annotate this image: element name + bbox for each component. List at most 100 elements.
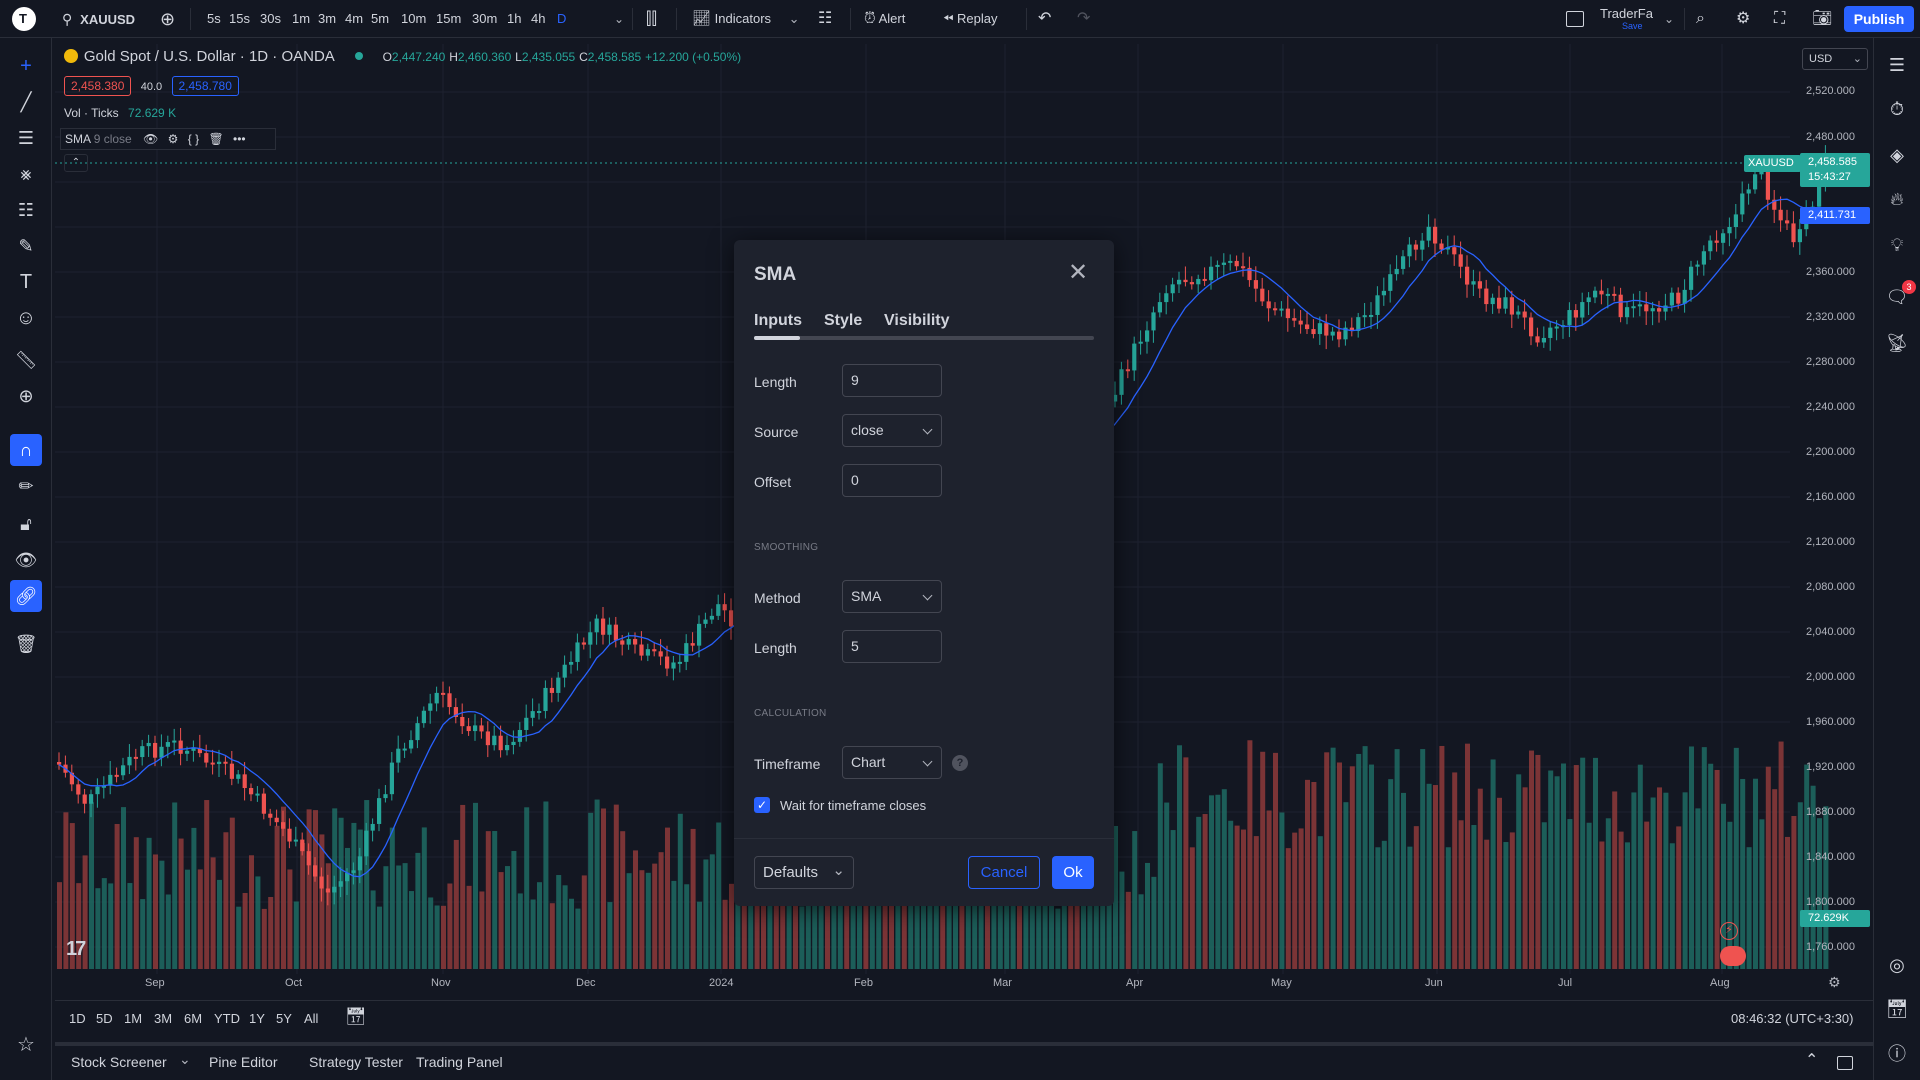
- compare-add-icon[interactable]: ⊕: [160, 9, 176, 29]
- app-logo-icon[interactable]: T: [12, 7, 36, 31]
- date-range-icon[interactable]: 📅︎: [345, 1007, 367, 1026]
- layouts-icon[interactable]: ☷: [818, 10, 833, 27]
- price-axis[interactable]: USD ⌄: [1790, 44, 1873, 964]
- length-input[interactable]: 9: [842, 364, 942, 397]
- trash-icon[interactable]: 🗑︎: [14, 633, 38, 654]
- redo-icon[interactable]: ↷: [1077, 10, 1091, 27]
- crosshair-icon[interactable]: +: [20, 54, 32, 77]
- interval-d[interactable]: D: [557, 11, 567, 26]
- calendar-icon[interactable]: 📅︎: [1885, 998, 1909, 1019]
- panel-tab-stock-screener[interactable]: Stock Screener: [71, 1054, 167, 1070]
- defaults-button[interactable]: Defaults ⌄: [754, 856, 854, 889]
- lightning-icon[interactable]: ⚡︎: [1720, 922, 1738, 940]
- range-all[interactable]: All: [304, 1011, 319, 1026]
- flag-icon[interactable]: [1720, 946, 1746, 966]
- tradingview-logo[interactable]: 17: [66, 938, 86, 960]
- ok-button[interactable]: Ok: [1052, 856, 1094, 889]
- range-1m[interactable]: 1M: [124, 1011, 143, 1026]
- smoothing-length-input[interactable]: 5: [842, 630, 942, 663]
- interval-15m[interactable]: 15m: [436, 11, 462, 26]
- ideas-bulb-icon[interactable]: 💡︎: [1890, 234, 1904, 255]
- layout-name[interactable]: TraderFa Save: [1600, 0, 1653, 38]
- emoji-icon[interactable]: ☺: [15, 306, 37, 329]
- range-1d[interactable]: 1D: [69, 1011, 86, 1026]
- symbol-search[interactable]: ⚲ XAUUSD: [62, 0, 135, 38]
- indicators-button[interactable]: 📈︎ Indicators ⌄: [692, 0, 800, 38]
- magnet-icon[interactable]: ∩: [10, 434, 42, 466]
- layout-square-icon[interactable]: [1566, 11, 1584, 27]
- alerts-clock-icon[interactable]: ⏱︎: [1889, 98, 1905, 119]
- offset-input[interactable]: 0: [842, 464, 942, 497]
- collapse-legend-button[interactable]: ⌃: [64, 154, 88, 172]
- currency-select[interactable]: USD ⌄: [1802, 48, 1868, 70]
- help-icon[interactable]: ?: [952, 755, 968, 771]
- interval-3m[interactable]: 3m: [318, 11, 337, 26]
- clock-label[interactable]: 08:46:32 (UTC+3:30): [1731, 1011, 1854, 1026]
- interval-10m[interactable]: 10m: [401, 11, 427, 26]
- more-icon[interactable]: •••: [233, 132, 246, 146]
- range-5y[interactable]: 5Y: [276, 1011, 292, 1026]
- interval-1h[interactable]: 1h: [507, 11, 522, 26]
- candles-icon[interactable]: ⫿⫿: [646, 9, 657, 28]
- settings-icon[interactable]: ⚙: [167, 132, 179, 146]
- interval-4h[interactable]: 4h: [531, 11, 546, 26]
- camera-icon[interactable]: 📷︎: [1812, 10, 1833, 27]
- eye-icon[interactable]: 👁︎: [14, 549, 38, 570]
- price-chart[interactable]: [55, 44, 1868, 1054]
- data-window-icon[interactable]: ◎: [1889, 954, 1905, 975]
- wait-closes-label[interactable]: Wait for timeframe closes: [780, 798, 927, 813]
- stay-drawing-icon[interactable]: ✏: [18, 475, 34, 496]
- alert-button[interactable]: ⏰︎ Alert: [864, 0, 905, 38]
- quick-search-icon[interactable]: ⌕: [1696, 10, 1705, 27]
- method-select[interactable]: SMA: [842, 580, 942, 613]
- panel-tab-pine-editor[interactable]: Pine Editor: [209, 1054, 278, 1070]
- interval-1m[interactable]: 1m: [292, 11, 311, 26]
- cancel-button[interactable]: Cancel: [968, 856, 1040, 889]
- tab-visibility[interactable]: Visibility: [884, 312, 950, 329]
- gear-icon[interactable]: ⚙: [1736, 10, 1751, 27]
- layers-icon[interactable]: ◈: [1890, 144, 1904, 165]
- wait-closes-checkbox[interactable]: ✓: [754, 797, 770, 813]
- chevron-down-icon[interactable]: ⌄: [614, 12, 625, 26]
- range-3m[interactable]: 3M: [154, 1011, 173, 1026]
- tab-style[interactable]: Style: [824, 312, 863, 329]
- help-icon[interactable]: ⓘ: [1888, 1044, 1906, 1064]
- star-icon[interactable]: ☆: [17, 1033, 35, 1056]
- chat-icon[interactable]: 🗨︎ 3: [1882, 280, 1916, 312]
- source-code-icon[interactable]: { }: [187, 132, 200, 146]
- maximize-panel-icon[interactable]: [1837, 1056, 1853, 1070]
- streams-icon[interactable]: 📡︎: [1885, 332, 1909, 353]
- fullscreen-icon[interactable]: ⛶: [1774, 10, 1786, 27]
- fib-retracement-icon[interactable]: ☰: [17, 127, 35, 148]
- panel-tab-trading-panel[interactable]: Trading Panel: [416, 1054, 503, 1070]
- interval-5s[interactable]: 5s: [207, 11, 221, 26]
- publish-button[interactable]: Publish: [1844, 6, 1914, 32]
- range-1y[interactable]: 1Y: [249, 1011, 265, 1026]
- symbol-title[interactable]: Gold Spot / U.S. Dollar · 1D · OANDA: [83, 48, 335, 65]
- eye-icon[interactable]: 👁︎: [143, 132, 159, 146]
- trash-icon[interactable]: 🗑︎: [208, 132, 224, 146]
- buy-button[interactable]: 2,458.780: [171, 76, 239, 96]
- zoom-in-icon[interactable]: ⊕: [18, 385, 34, 406]
- panel-tab-strategy-tester[interactable]: Strategy Tester: [309, 1054, 403, 1070]
- interval-30s[interactable]: 30s: [260, 11, 281, 26]
- chevron-down-icon[interactable]: ⌄: [1664, 12, 1675, 26]
- close-icon[interactable]: ✕: [1068, 259, 1089, 286]
- link-icon[interactable]: 🔗︎: [10, 580, 42, 612]
- interval-15s[interactable]: 15s: [229, 11, 250, 26]
- brush-icon[interactable]: ✎: [18, 235, 34, 256]
- hotlists-fire-icon[interactable]: 🔥︎: [1890, 188, 1904, 209]
- timeframe-select[interactable]: Chart: [842, 746, 942, 779]
- sma-legend-row[interactable]: SMA 9 close 👁︎ ⚙ { } 🗑︎ •••: [60, 128, 276, 150]
- trend-line-icon[interactable]: ╱: [20, 91, 32, 112]
- settings-small-icon[interactable]: ⚙: [1828, 974, 1841, 990]
- collapse-panel-icon[interactable]: ⌃: [1805, 1052, 1819, 1069]
- interval-4m[interactable]: 4m: [345, 11, 364, 26]
- watchlist-icon[interactable]: ☰: [1888, 54, 1906, 75]
- lock-icon[interactable]: 🔓︎: [20, 513, 32, 534]
- ruler-icon[interactable]: 📏︎: [14, 349, 38, 370]
- interval-5m[interactable]: 5m: [371, 11, 390, 26]
- source-select[interactable]: close: [842, 414, 942, 447]
- interval-30m[interactable]: 30m: [472, 11, 498, 26]
- range-ytd[interactable]: YTD: [214, 1011, 240, 1026]
